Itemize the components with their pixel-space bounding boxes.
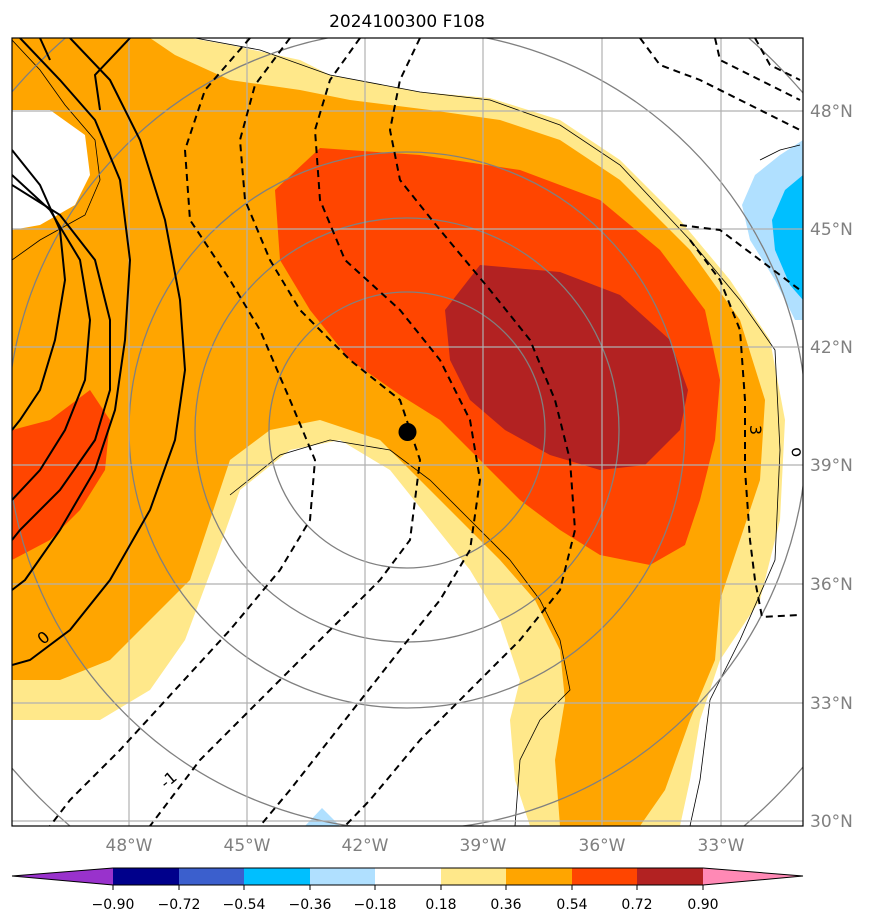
contour-label-small: o xyxy=(787,446,807,459)
colorbar-segment xyxy=(506,868,572,885)
figure-title: 2024100300 F108 xyxy=(329,12,485,32)
lat-tick-label: 30°N xyxy=(810,812,853,832)
lat-tick-label: 36°N xyxy=(810,575,853,595)
lon-tick-label: 36°W xyxy=(579,836,626,856)
colorbar-tick-label: 0.72 xyxy=(621,897,652,913)
lat-tick-label: 42°N xyxy=(810,338,853,358)
colorbar-segment xyxy=(572,868,637,885)
colorbar-tick-label: 0.54 xyxy=(556,897,587,913)
shade-0-54-west xyxy=(12,390,110,560)
solid-contours xyxy=(12,38,187,666)
lon-tick-label: 42°W xyxy=(342,836,389,856)
colorbar-extend-left xyxy=(12,868,113,885)
shade-none-west xyxy=(12,110,90,230)
colorbar-tick-label: −0.18 xyxy=(354,897,397,913)
colorbar-segment xyxy=(441,868,506,885)
map-frame xyxy=(11,37,804,827)
lon-tick-labels: 48°W 45°W 42°W 39°W 36°W 33°W xyxy=(106,836,745,856)
lat-tick-label: 33°N xyxy=(810,694,853,714)
colorbar-ticks xyxy=(112,885,704,890)
colorbar: −0.90 −0.72 −0.54 −0.36 −0.18 0.18 0.36 … xyxy=(11,867,804,913)
lat-tick-label: 45°N xyxy=(810,220,853,240)
lon-tick-label: 48°W xyxy=(106,836,153,856)
colorbar-tick-label: −0.72 xyxy=(158,897,201,913)
shade-0-72 xyxy=(445,265,688,470)
lat-tick-label: 39°N xyxy=(810,456,853,476)
colorbar-tick-label: 0.18 xyxy=(425,897,456,913)
colorbar-tick-label: 0.36 xyxy=(490,897,521,913)
colorbar-segment xyxy=(375,868,441,885)
lat-tick-labels: 48°N 45°N 42°N 39°N 36°N 33°N 30°N xyxy=(810,102,853,832)
colorbar-extend-right xyxy=(703,868,803,885)
colorbar-tick-label: −0.36 xyxy=(289,897,332,913)
contour-label-3: 3 xyxy=(746,425,765,435)
thin-outline-lines xyxy=(12,38,801,826)
colorbar-tick-label: −0.54 xyxy=(223,897,266,913)
colorbar-tick-label: −0.90 xyxy=(92,897,135,913)
shade-neg-0-36 xyxy=(772,175,803,300)
colorbar-segment xyxy=(310,868,375,885)
map-gridlines xyxy=(12,38,803,826)
storm-center-marker xyxy=(398,423,417,441)
colorbar-segment xyxy=(113,868,179,885)
lon-tick-label: 45°W xyxy=(224,836,271,856)
lat-tick-label: 48°N xyxy=(810,102,853,122)
colorbar-segment xyxy=(637,868,703,885)
lon-tick-label: 39°W xyxy=(460,836,507,856)
colorbar-segment xyxy=(244,868,310,885)
dashed-contours xyxy=(49,38,801,826)
colorbar-segment xyxy=(179,868,244,885)
lon-tick-label: 33°W xyxy=(698,836,745,856)
colorbar-tick-label: 0.90 xyxy=(687,897,718,913)
